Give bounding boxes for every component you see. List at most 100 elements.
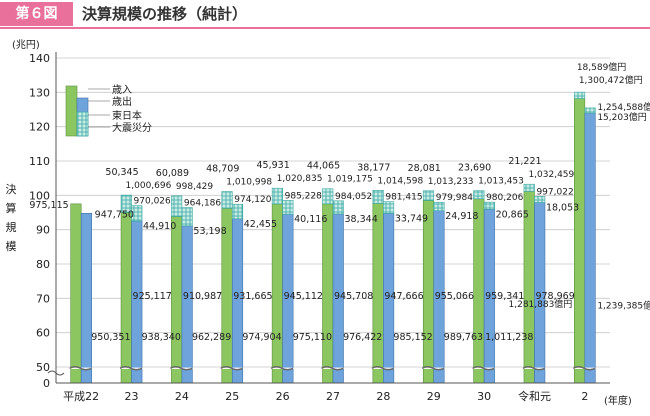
revenue-total-label: 1,300,472億円	[579, 74, 643, 86]
revenue-base-label: 985,152	[393, 332, 432, 343]
expenditure-quake-label: 20,865	[496, 209, 529, 220]
y-tick-label: 90	[36, 224, 50, 237]
bar-break-wave	[573, 366, 596, 370]
revenue-base-label: 1,281,883億円	[509, 298, 573, 310]
revenue-base-label: 974,904	[242, 332, 281, 343]
bar-break-wave	[220, 366, 243, 371]
revenue-bar	[70, 203, 82, 384]
legend-entry: 歳入	[112, 84, 132, 96]
header-rule	[0, 27, 650, 29]
expenditure-total-label: 974,120	[234, 195, 271, 205]
expenditure-base-label: 959,341	[485, 291, 524, 302]
revenue-quake-label: 48,709	[206, 164, 239, 175]
revenue-quake-label: 60,089	[156, 168, 189, 179]
bar-break-wave	[69, 366, 92, 371]
expenditure-quake-segment	[483, 201, 495, 210]
revenue-bar	[372, 203, 384, 384]
bar-break-wave	[270, 366, 294, 371]
revenue-quake-label: 28,081	[408, 163, 441, 174]
revenue-base-label: 976,422	[343, 332, 382, 343]
expenditure-total-label: 985,228	[285, 191, 322, 201]
expenditure-quake-segment	[383, 201, 395, 214]
expenditure-total-label: 979,984	[436, 193, 473, 203]
revenue-quake-segment	[221, 191, 233, 209]
expenditure-total-label: 984,052	[335, 192, 372, 202]
expenditure-quake-label: 24,918	[445, 211, 478, 222]
revenue-bar	[473, 198, 485, 384]
x-tick-label: 30	[477, 390, 491, 403]
revenue-quake-label: 45,931	[257, 160, 290, 171]
x-tick-label: 2	[581, 390, 588, 403]
y-unit-label: (兆円)	[12, 39, 40, 51]
bar-break-wave	[522, 366, 546, 370]
expenditure-base-label: 955,066	[435, 291, 474, 302]
expenditure-bar	[584, 112, 596, 384]
expenditure-base-label: 925,117	[133, 291, 172, 302]
y-axis-title-char: 規	[6, 220, 17, 234]
expenditure-total-label: 1,254,588億円	[597, 101, 650, 113]
bar-break-wave	[472, 366, 495, 371]
revenue-quake-segment	[523, 183, 535, 192]
revenue-bar	[574, 98, 586, 384]
legend-entry: 大震災分	[112, 121, 152, 134]
x-tick-label: 26	[276, 390, 290, 403]
expenditure-base-label: 978,969	[535, 291, 574, 302]
expenditure-total-label: 997,022	[536, 187, 573, 197]
revenue-total-label: 1,013,453	[478, 177, 524, 187]
expenditure-quake-label: 38,344	[345, 214, 378, 225]
revenue-total-label: 998,429	[176, 182, 213, 192]
y-tick-label: 100	[29, 189, 50, 202]
revenue-quake-segment	[473, 190, 485, 200]
expenditure-quake-label: 42,455	[244, 219, 277, 230]
expenditure-quake-label: 33,749	[395, 213, 428, 224]
revenue-bar	[120, 212, 132, 384]
y-tick-label: 70	[36, 292, 50, 305]
y-axis-title-char: 模	[6, 240, 17, 253]
bar-break-wave	[119, 366, 143, 370]
revenue-quake-segment	[271, 187, 283, 205]
revenue-total-label: 975,115	[29, 200, 68, 211]
x-tick-label: 25	[225, 390, 239, 403]
bar-break-wave	[371, 366, 395, 370]
revenue-quake-label: 44,065	[307, 161, 340, 172]
revenue-quake-label: 50,345	[105, 167, 138, 178]
expenditure-base-label: 947,666	[384, 291, 423, 302]
expenditure-quake-label: 40,116	[294, 214, 327, 225]
legend-entry: 歳出	[112, 95, 132, 108]
figure-number-badge: 第６図	[0, 2, 73, 26]
y-axis-title-char: 算	[6, 201, 17, 215]
x-tick-label: 23	[125, 390, 139, 403]
expenditure-total-label: 964,186	[184, 199, 221, 209]
x-unit-label: (年度)	[604, 394, 632, 407]
bar-break-wave	[371, 366, 395, 371]
revenue-bar	[422, 200, 435, 384]
revenue-base-label: 1,011,238	[485, 332, 533, 343]
budget-chart: 975,115 947,750 50,345 1,000,696 970,026 44,9…	[6, 39, 650, 407]
expenditure-quake-label: 44,910	[143, 221, 176, 232]
x-tick-label: 27	[326, 390, 340, 403]
bar-break-wave	[270, 366, 294, 370]
expenditure-quake-segment	[282, 200, 294, 215]
expenditure-total-label: 980,206	[486, 193, 523, 203]
revenue-total-label: 1,020,835	[277, 174, 323, 184]
revenue-quake-label: 21,221	[508, 156, 541, 167]
legend-revenue-swatch	[65, 85, 78, 137]
bar-break-wave	[321, 366, 344, 371]
revenue-total-label: 1,000,696	[126, 181, 172, 191]
bar-break-wave	[220, 366, 243, 370]
expenditure-bar	[80, 212, 92, 384]
expenditure-quake-segment	[231, 203, 244, 220]
revenue-base-label: 938,340	[142, 332, 181, 343]
expenditure-bar	[181, 225, 193, 384]
revenue-total-label: 1,019,175	[327, 175, 373, 185]
y-tick-label: 140	[29, 52, 50, 65]
legend-entry: 東日本	[112, 109, 142, 122]
expenditure-quake-label: 53,198	[193, 226, 226, 237]
y-tick-label: 80	[36, 258, 50, 271]
expenditure-base-label: 931,665	[233, 291, 272, 302]
revenue-quake-segment	[120, 194, 132, 213]
expenditure-total-label: 981,415	[385, 193, 422, 203]
revenue-total-label: 1,013,233	[428, 177, 474, 187]
legend-quake-swatch	[76, 111, 89, 137]
revenue-bar	[171, 216, 183, 384]
